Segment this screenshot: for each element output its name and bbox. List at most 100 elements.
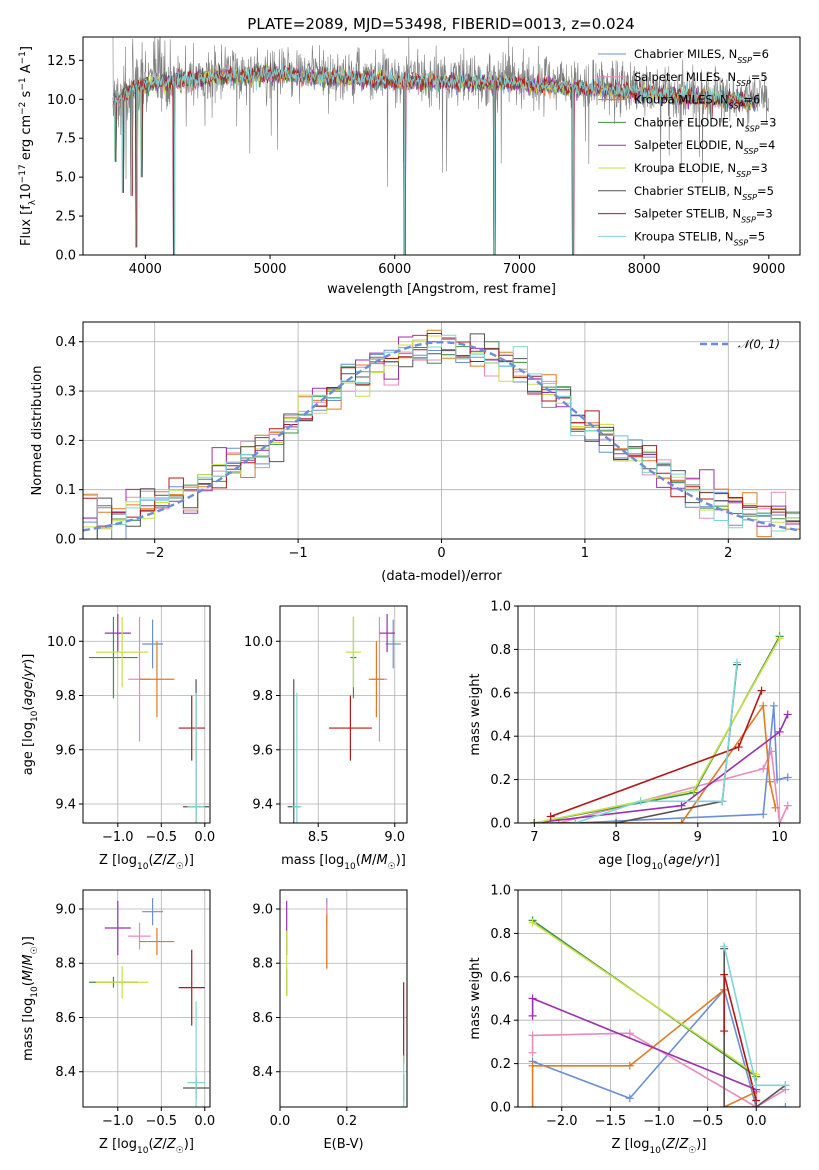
- legend-entry: 𝒩(0, 1): [738, 337, 780, 351]
- weight-series-line: [534, 638, 781, 823]
- weight-point-marker: [757, 686, 766, 695]
- weight-point-marker: [677, 801, 686, 810]
- weight-point-marker: [759, 701, 768, 710]
- weight-series-line: [531, 997, 757, 1091]
- axes-frame: [517, 605, 801, 824]
- weight-point-marker: [783, 801, 792, 810]
- weight-series-line: [558, 703, 777, 823]
- weight-point-marker: [528, 918, 537, 927]
- axis-label: age [log10(age/yr)]: [21, 654, 40, 776]
- weight-point-marker: [733, 658, 742, 667]
- legend-entry: Chabrier STELIB, NSSP=5: [634, 184, 774, 202]
- y-tick-label: 0.4: [55, 335, 76, 350]
- legend-entry: Kroupa MILES, NSSP=6: [634, 93, 760, 111]
- axes-frame: [279, 889, 408, 1108]
- y-tick-label: 8.6: [252, 1011, 273, 1026]
- axis-label: Z [log10(Z/Z☉)]: [612, 1137, 707, 1156]
- y-tick-label: 0.0: [490, 817, 511, 832]
- weight-point-marker: [783, 710, 792, 719]
- panel-age_vs_Z: −1.0 −0.5 0.0 9.4 9.6 9.8 10.0 Z [log10(Z/Z☉)] a…: [21, 605, 215, 872]
- weight-point-marker: [720, 1103, 729, 1107]
- weight-point-marker: [612, 819, 621, 823]
- weight-point-marker: [767, 747, 776, 756]
- y-tick-label: 2.5: [55, 210, 76, 225]
- x-tick-label: −1.0: [102, 1114, 134, 1129]
- panel-mass_vs_Z: −1.0 −0.5 0.0 8.4 8.6 8.8 9.0 Z [log10(Z/Z☉)] ma…: [21, 889, 215, 1156]
- weight-point-marker: [528, 1103, 537, 1107]
- weight-series-line: [723, 946, 786, 1087]
- weight-point-marker: [781, 1103, 790, 1107]
- y-tick-label: 9.6: [55, 743, 76, 758]
- y-tick-label: 9.4: [55, 798, 76, 813]
- y-tick-label: 0.2: [490, 1057, 511, 1072]
- x-tick-label: 10: [771, 830, 788, 845]
- axis-label: wavelength [Angstrom, rest frame]: [327, 282, 556, 297]
- axes-frame: [82, 889, 211, 1108]
- axes-frame: [82, 605, 211, 824]
- axes-frame-weight_vs_age: 7 8 9 10 0.0 0.2 0.4 0.6 0.8 1.0 age [log10(age/yr…: [468, 600, 801, 872]
- x-tick-label: −0.5: [145, 1114, 177, 1129]
- y-tick-label: 0.8: [490, 927, 511, 942]
- x-tick-label: 0.0: [746, 1114, 767, 1129]
- weight-series-line: [532, 921, 757, 1076]
- panel-weight_vs_age: 7 8 9 10 0.0 0.2 0.4 0.6 0.8 1.0 age [log10(age/yr…: [468, 600, 801, 872]
- axis-label: E(B-V): [323, 1137, 363, 1152]
- plot-area-spectrum: [112, 37, 769, 255]
- x-tick-label: −2: [145, 546, 164, 561]
- y-tick-label: 0.0: [55, 533, 76, 548]
- weight-point-marker: [571, 819, 580, 823]
- y-tick-label: 1.0: [490, 600, 511, 615]
- weight-point-marker: [775, 819, 784, 823]
- x-tick-label: 0: [437, 546, 445, 561]
- weight-point-marker: [783, 773, 792, 782]
- x-tick-label: 0.0: [270, 1114, 291, 1129]
- legend-residuals: 𝒩(0, 1): [700, 337, 780, 351]
- axis-label: Z [log10(Z/Z☉)]: [99, 1137, 194, 1156]
- axes-frame-mass_vs_ebv: 0.0 0.2 8.4 8.6 8.8 9.0 E(B-V): [252, 889, 408, 1152]
- weight-point-marker: [528, 994, 537, 1003]
- weight-point-marker: [720, 970, 729, 979]
- y-tick-label: 9.8: [252, 689, 273, 704]
- x-tick-label: 8000: [628, 262, 661, 277]
- x-tick-label: 0.2: [336, 1114, 357, 1129]
- y-tick-label: 8.4: [252, 1065, 273, 1080]
- x-tick-label: 8.5: [308, 830, 329, 845]
- weight-point-marker: [752, 1081, 761, 1090]
- panel-weight_vs_Z: −2.0 −1.5 −1.0 −0.5 0.0 0.0 0.2 0.4 0.6 0.8 1.0 Z […: [468, 884, 801, 1156]
- y-tick-label: 1.0: [490, 884, 511, 899]
- figure-title: PLATE=2089, MJD=53498, FIBERID=0013, z=0…: [247, 15, 634, 33]
- weight-series-line: [723, 974, 757, 1101]
- axis-label: Z [log10(Z/Z☉)]: [99, 853, 194, 872]
- axes-frame-weight_vs_Z: −2.0 −1.5 −1.0 −0.5 0.0 0.0 0.2 0.4 0.6 0.8 1.0 Z […: [468, 884, 801, 1156]
- y-tick-label: 0.0: [55, 249, 76, 264]
- x-tick-label: −0.5: [145, 830, 177, 845]
- axes-frame: [279, 605, 408, 824]
- y-tick-label: 10.0: [47, 93, 76, 108]
- y-tick-label: 0.6: [490, 970, 511, 985]
- y-tick-label: 10.0: [47, 635, 76, 650]
- weight-point-marker: [720, 1027, 729, 1036]
- axis-label: age [log10(age/yr)]: [598, 853, 720, 872]
- y-tick-label: 8.4: [55, 1065, 76, 1080]
- y-tick-label: 0.8: [490, 643, 511, 658]
- legend-entry: Salpeter MILES, NSSP=5: [634, 70, 768, 88]
- plot-area-residuals: [83, 329, 800, 539]
- legend-entry: Kroupa ELODIE, NSSP=3: [634, 161, 768, 179]
- axes-frame-age_vs_Z: −1.0 −0.5 0.0 9.4 9.6 9.8 10.0 Z [log10(Z/Z☉)] a…: [21, 605, 215, 872]
- x-tick-label: −0.5: [692, 1114, 724, 1129]
- y-tick-label: 9.0: [55, 902, 76, 917]
- weight-point-marker: [636, 797, 645, 806]
- weight-series-line: [531, 988, 757, 1107]
- y-tick-label: 8.8: [252, 957, 273, 972]
- weight-point-marker: [781, 1081, 790, 1090]
- gaussian-curve: [83, 340, 800, 532]
- axes-frame-spectrum: 4000 5000 6000 7000 8000 9000 0.0 2.5 5.0 7.5 10.0…: [18, 36, 801, 297]
- axes-frame-residuals: −2 −1 0 1 2 0.0 0.1 0.2 0.3 0.4 𝒩(0, 1) (data-model…: [30, 321, 801, 584]
- y-tick-label: 0.4: [490, 730, 511, 745]
- y-tick-label: 12.5: [47, 54, 76, 69]
- y-tick-label: 0.6: [490, 686, 511, 701]
- x-tick-label: 6000: [378, 262, 411, 277]
- weight-point-marker: [625, 1029, 634, 1038]
- weight-series-line: [574, 662, 738, 823]
